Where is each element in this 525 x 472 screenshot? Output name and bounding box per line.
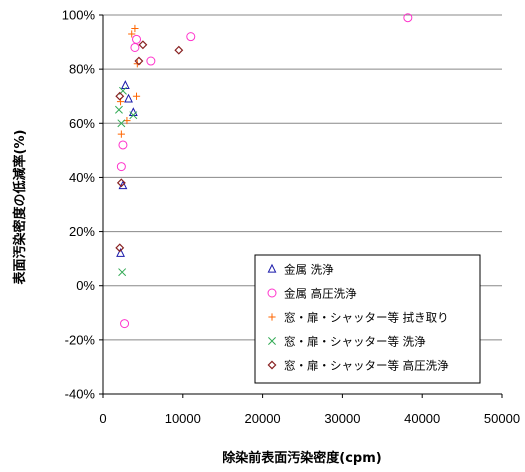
data-point: [117, 130, 125, 138]
data-point: [117, 119, 126, 128]
legend-label: 窓・扉・シャッター等 拭き取り: [284, 311, 449, 325]
legend-label: 窓・扉・シャッター等 洗浄: [284, 335, 426, 349]
legend-marker: [268, 313, 276, 321]
legend-label: 金属 高圧洗浄: [284, 287, 357, 301]
legend-item: 金属 洗浄: [267, 263, 334, 277]
series-2: [116, 13, 413, 329]
y-axis-title: 表面汚染密度の低減率(%): [12, 130, 28, 286]
data-point: [118, 140, 128, 150]
data-point: [132, 92, 141, 100]
x-tick-label: 40000: [404, 411, 440, 426]
series-3: [116, 24, 141, 138]
data-point: [130, 42, 140, 52]
data-points: [115, 13, 413, 329]
x-tick-label: 30000: [324, 411, 360, 426]
y-tick-label: 60%: [69, 116, 95, 131]
data-point: [186, 32, 196, 42]
x-tick-label: 20000: [245, 411, 281, 426]
data-point: [129, 111, 138, 120]
legend-label: 金属 洗浄: [284, 263, 334, 277]
data-point: [138, 40, 148, 50]
data-point: [116, 162, 126, 172]
data-point: [131, 24, 139, 33]
series-5: [115, 40, 184, 253]
data-point: [120, 319, 130, 329]
tick-labels: -40% -20% 0% 20% 40% 60% 80% 100% 0 10000 20000 300…: [62, 8, 520, 427]
y-tick-label: 20%: [69, 224, 95, 239]
series-1: [116, 80, 138, 257]
y-tick-label: 80%: [69, 62, 95, 77]
x-tick-label: 50000: [484, 411, 520, 426]
data-point: [115, 243, 125, 253]
axes: [99, 14, 503, 398]
x-axis-title: 除染前表面汚染密度(cpm): [222, 450, 381, 466]
data-point: [146, 56, 156, 66]
data-point: [124, 93, 133, 103]
y-tick-label: -40%: [65, 387, 96, 402]
data-point: [118, 268, 127, 277]
data-point: [132, 34, 142, 44]
data-point: [118, 180, 128, 190]
data-point: [120, 80, 130, 89]
legend-item: 窓・扉・シャッター等 洗浄: [268, 335, 426, 349]
data-point: [403, 13, 413, 23]
data-point: [116, 248, 125, 257]
data-point: [128, 30, 136, 38]
y-tick-label: 100%: [62, 8, 96, 23]
y-tick-label: 0%: [76, 278, 95, 293]
data-point: [115, 105, 123, 114]
data-point: [134, 56, 144, 66]
x-tick-label: 10000: [165, 411, 201, 426]
legend-item: 窓・扉・シャッター等 高圧洗浄: [267, 359, 449, 373]
legend-item: 金属 高圧洗浄: [267, 287, 357, 301]
legend-marker: [267, 263, 277, 273]
y-tick-label: -20%: [65, 332, 96, 347]
legend-marker: [267, 288, 277, 298]
y-tick-label: 40%: [69, 170, 95, 185]
data-point: [174, 45, 184, 55]
legend-marker: [267, 360, 277, 370]
series-4: [115, 86, 138, 277]
legend-box: [254, 254, 481, 384]
gridlines: [103, 14, 502, 341]
legend-label: 窓・扉・シャッター等 高圧洗浄: [284, 359, 449, 373]
data-point: [116, 178, 126, 188]
legend-marker: [268, 337, 276, 345]
legend-item: 窓・扉・シャッター等 拭き取り: [268, 311, 449, 325]
data-point: [115, 91, 125, 101]
x-tick-label: 0: [99, 411, 106, 426]
